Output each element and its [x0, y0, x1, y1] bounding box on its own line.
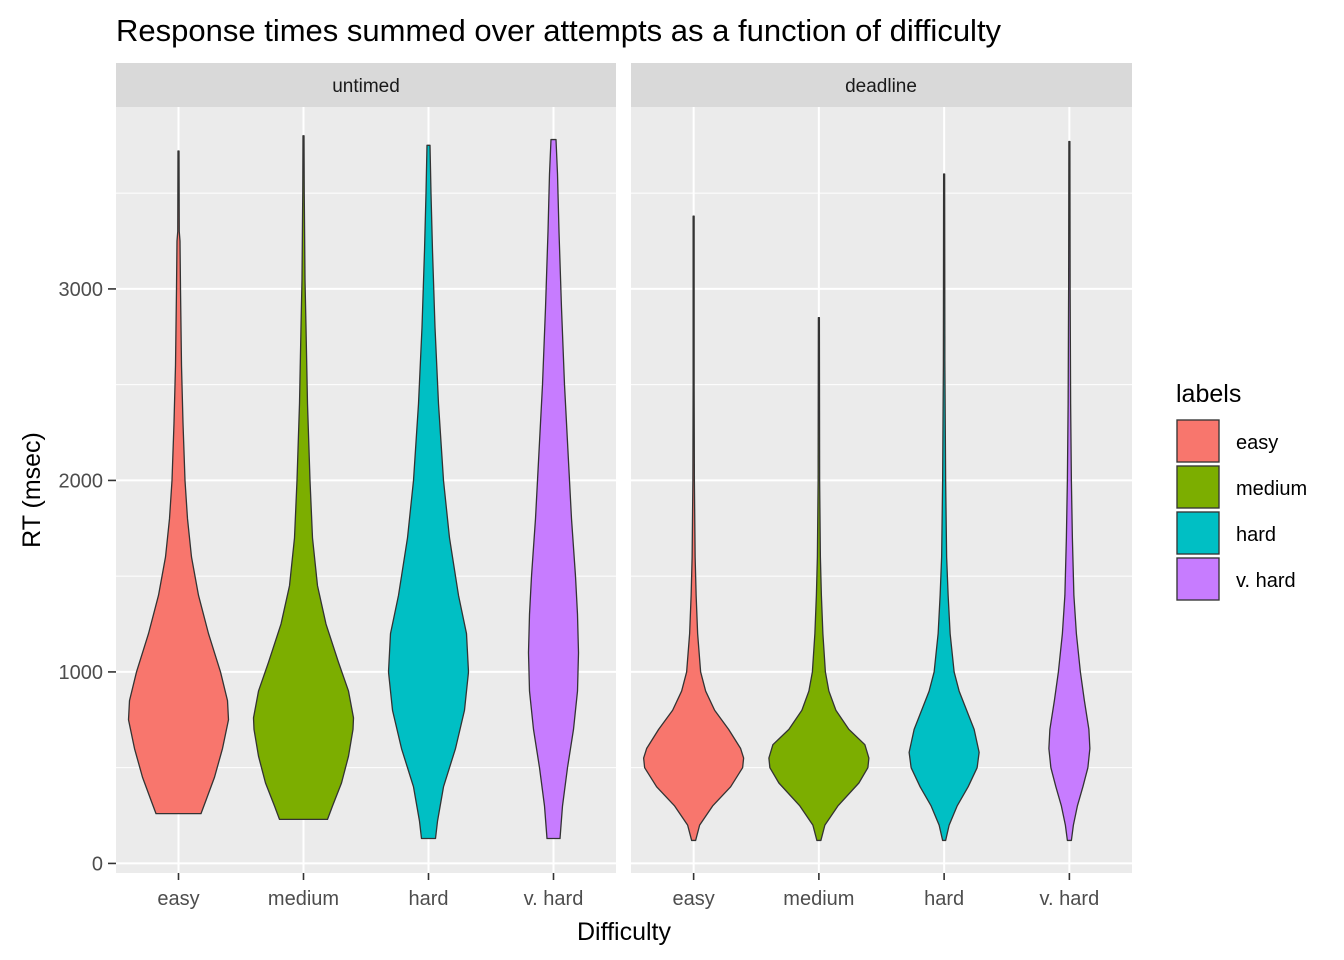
- legend-label-v-hard: v. hard: [1236, 570, 1296, 592]
- legend-swatch-v-hard: [1176, 557, 1220, 601]
- y-tick-label-0: 0: [92, 853, 103, 875]
- violin-untimed-v-hard: [527, 138, 580, 840]
- x-tick-label-deadline-medium: medium: [783, 888, 854, 910]
- legend-label-medium: medium: [1236, 478, 1307, 500]
- legend-title: labels: [1176, 380, 1241, 408]
- x-axis-title: Difficulty: [577, 918, 672, 946]
- x-tick-label-untimed-v-hard: v. hard: [524, 888, 584, 910]
- violins-deadline: [642, 140, 1091, 842]
- legend-label-easy: easy: [1236, 432, 1278, 454]
- x-axis: easy medium hard v. hard easy medium hard v. ha…: [157, 873, 1099, 910]
- violin-untimed-medium: [252, 135, 355, 821]
- violin-deadline-medium: [768, 317, 870, 842]
- legend-swatch-easy: [1176, 419, 1220, 463]
- y-axis: 0 1000 2000 3000: [59, 279, 116, 875]
- legend-swatch-hard: [1176, 511, 1220, 555]
- strip-label-deadline: deadline: [845, 76, 917, 97]
- x-tick-label-untimed-hard: hard: [408, 888, 448, 910]
- violin-untimed-hard: [387, 144, 470, 840]
- legend-label-hard: hard: [1236, 524, 1276, 546]
- y-tick-label-1000: 1000: [59, 662, 104, 684]
- legend-swatch-medium: [1176, 465, 1220, 509]
- legend-items: easy medium hard v. hard: [1176, 419, 1307, 601]
- violin-untimed-easy: [127, 150, 230, 815]
- x-tick-label-untimed-easy: easy: [157, 888, 199, 910]
- chart-title: Response times summed over attempts as a…: [116, 13, 1002, 48]
- panel-deadline: deadline: [631, 63, 1132, 873]
- violins-untimed: [127, 135, 580, 840]
- x-tick-label-deadline-easy: easy: [673, 888, 715, 910]
- strip-background-deadline: [631, 63, 1132, 107]
- y-tick-label-3000: 3000: [59, 279, 104, 301]
- strip-label-untimed: untimed: [332, 76, 400, 97]
- x-tick-label-deadline-v-hard: v. hard: [1040, 888, 1100, 910]
- y-axis-title: RT (msec): [18, 432, 46, 548]
- x-tick-label-deadline-hard: hard: [924, 888, 964, 910]
- panel-untimed: untimed: [116, 63, 616, 873]
- violin-deadline-hard: [908, 173, 980, 842]
- strip-background-untimed: [116, 63, 616, 107]
- legend: labels easy medium hard v. hard: [1176, 380, 1307, 601]
- x-tick-label-untimed-medium: medium: [268, 888, 339, 910]
- violin-deadline-v-hard: [1048, 140, 1091, 842]
- y-tick-label-2000: 2000: [59, 470, 104, 492]
- violin-deadline-easy: [642, 215, 745, 842]
